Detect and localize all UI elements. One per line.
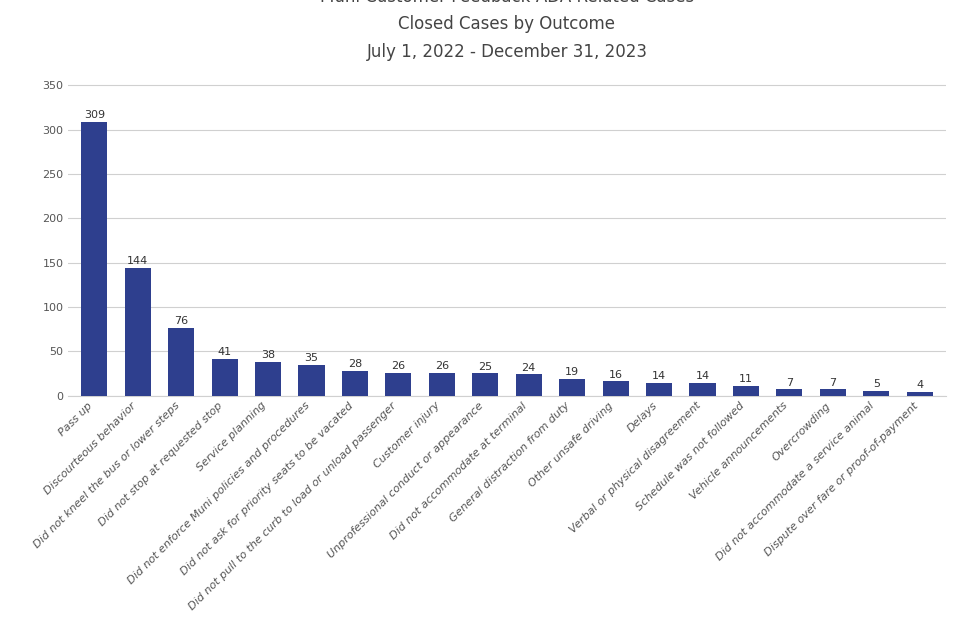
Bar xyxy=(646,383,672,396)
Bar xyxy=(255,362,281,396)
Text: 4: 4 xyxy=(916,380,923,390)
Bar xyxy=(733,386,759,396)
Bar xyxy=(342,371,368,396)
Text: 7: 7 xyxy=(786,378,793,388)
Text: 11: 11 xyxy=(739,374,753,384)
Text: 14: 14 xyxy=(652,371,666,382)
Text: 14: 14 xyxy=(695,371,710,382)
Bar xyxy=(168,328,194,396)
Bar xyxy=(689,383,716,396)
Text: 35: 35 xyxy=(304,353,319,363)
Bar xyxy=(429,373,455,396)
Bar xyxy=(776,389,802,396)
Bar xyxy=(516,375,542,396)
Bar xyxy=(559,379,585,396)
Text: 144: 144 xyxy=(127,256,148,266)
Text: 19: 19 xyxy=(566,367,579,377)
Text: 76: 76 xyxy=(175,316,188,327)
Text: 7: 7 xyxy=(830,378,837,388)
Bar xyxy=(298,364,325,396)
Text: 16: 16 xyxy=(608,369,623,380)
Bar xyxy=(212,359,238,396)
Bar xyxy=(81,122,107,396)
Text: 25: 25 xyxy=(478,362,492,371)
Bar xyxy=(863,391,889,396)
Text: 28: 28 xyxy=(348,359,362,369)
Bar xyxy=(472,373,498,396)
Text: 309: 309 xyxy=(84,110,105,120)
Bar xyxy=(125,268,151,396)
Text: 26: 26 xyxy=(435,360,449,371)
Text: 24: 24 xyxy=(522,362,536,373)
Text: 38: 38 xyxy=(261,350,275,360)
Bar xyxy=(603,382,629,396)
Bar xyxy=(907,392,933,396)
Bar xyxy=(820,389,846,396)
Text: 5: 5 xyxy=(873,380,879,389)
Text: 26: 26 xyxy=(391,360,406,371)
Title: Muni Customer Feedback-ADA Related Cases
Closed Cases by Outcome
July 1, 2022 - : Muni Customer Feedback-ADA Related Cases… xyxy=(320,0,694,61)
Bar xyxy=(385,373,411,396)
Text: 41: 41 xyxy=(217,348,232,357)
